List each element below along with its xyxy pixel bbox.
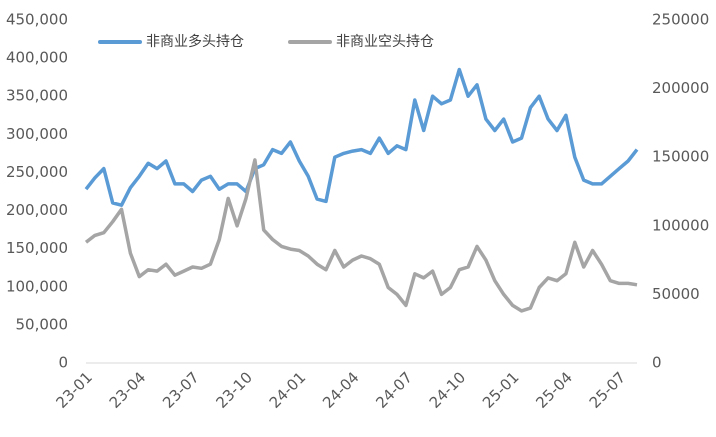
- x-tick-label: 23-07: [159, 368, 203, 412]
- y-tick-label: 150,000: [6, 239, 68, 257]
- x-tick-label: 23-10: [212, 368, 256, 412]
- y-tick-label: 50,000: [16, 315, 69, 333]
- y-tick-label: 200,000: [6, 201, 68, 219]
- x-tick-label: 23-01: [52, 368, 96, 412]
- x-tick-label: 25-01: [479, 368, 523, 412]
- y-tick-label: 0: [58, 354, 68, 372]
- x-tick-label: 23-04: [106, 368, 150, 412]
- legend-label: 非商业空头持仓: [336, 34, 434, 50]
- x-tick-label: 24-07: [372, 368, 416, 412]
- y2-tick-label: 150000: [652, 148, 709, 166]
- x-tick-label: 25-07: [586, 368, 630, 412]
- y-tick-label: 350,000: [6, 87, 68, 105]
- y-tick-label: 300,000: [6, 125, 68, 143]
- y2-tick-label: 0: [652, 354, 662, 372]
- x-tick-label: 25-04: [532, 368, 576, 412]
- legend-label: 非商业多头持仓: [146, 33, 244, 50]
- y-tick-label: 400,000: [6, 49, 68, 67]
- x-tick-label: 24-10: [426, 368, 470, 412]
- series-line: [84, 67, 639, 207]
- y2-tick-label: 100000: [652, 216, 709, 234]
- y-tick-label: 100,000: [6, 277, 68, 295]
- x-tick-label: 24-01: [266, 368, 310, 412]
- series-line: [84, 158, 638, 313]
- y-tick-label: 450,000: [6, 11, 68, 29]
- y2-tick-label: 50000: [652, 285, 700, 303]
- x-tick-label: 24-04: [319, 368, 363, 412]
- y-tick-label: 250,000: [6, 163, 68, 181]
- y2-tick-label: 250000: [652, 11, 709, 29]
- y2-tick-label: 200000: [652, 79, 709, 97]
